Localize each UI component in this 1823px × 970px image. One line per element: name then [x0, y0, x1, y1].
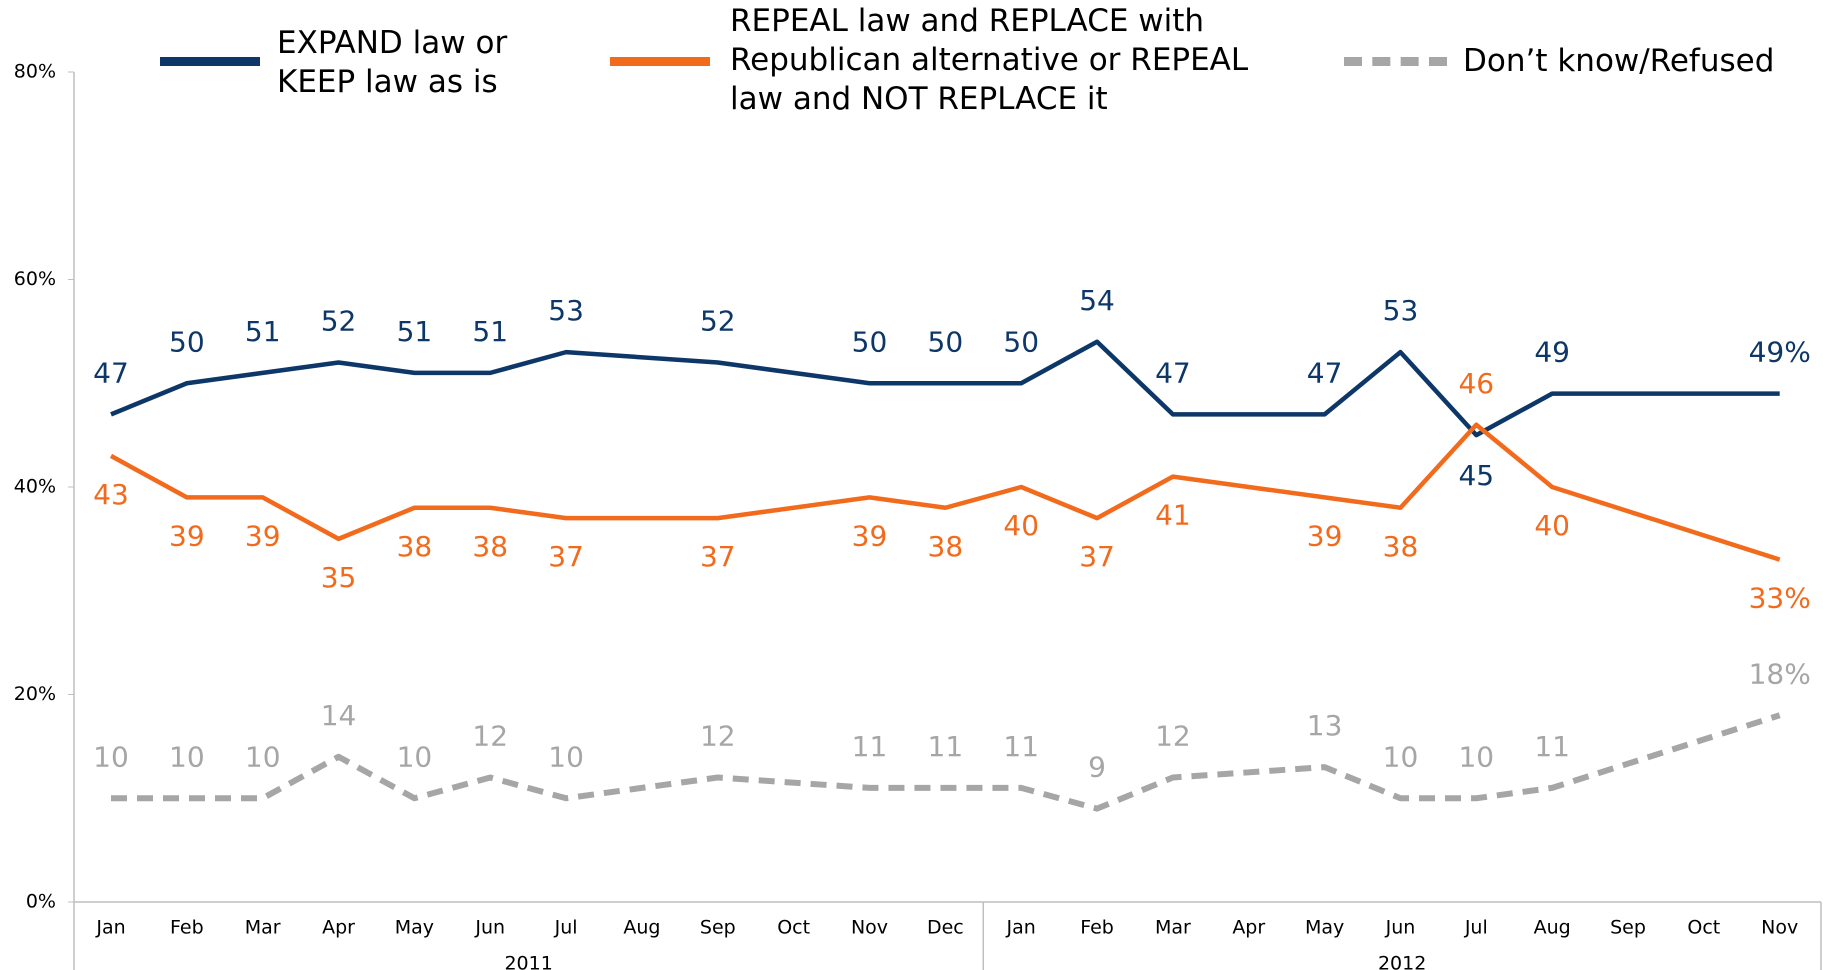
data-label: 33% [1749, 582, 1811, 615]
x-tick-label: Nov [851, 917, 888, 939]
data-label: 13 [1307, 709, 1343, 742]
data-label: 39 [169, 519, 205, 552]
data-label: 51 [472, 315, 508, 348]
data-label: 47 [1155, 356, 1191, 389]
y-tick-label: 80% [14, 61, 56, 83]
x-tick-label: Jan [1006, 917, 1036, 939]
data-label: 9 [1088, 751, 1106, 784]
data-label: 11 [852, 730, 888, 763]
data-label: 52 [700, 305, 736, 338]
data-label: 50 [169, 325, 205, 358]
data-label: 39 [852, 519, 888, 552]
data-label: 45 [1458, 459, 1494, 492]
year-label: 2011 [504, 953, 552, 970]
data-label: 10 [1458, 740, 1494, 773]
y-tick-label: 40% [14, 476, 56, 498]
data-label: 53 [548, 294, 584, 327]
x-tick-label: May [395, 917, 434, 939]
x-tick-label: Aug [1534, 917, 1571, 939]
x-tick-label: Sep [1610, 917, 1646, 939]
data-label: 47 [1307, 356, 1343, 389]
x-tick-label: Jul [554, 917, 578, 939]
series-line [109, 422, 1781, 562]
data-label: 38 [397, 530, 433, 563]
legend-label: Don’t know/Refused [1463, 43, 1775, 79]
data-label: 37 [700, 540, 736, 573]
x-tick-label: Apr [1232, 917, 1265, 939]
data-label: 12 [700, 720, 736, 753]
data-label: 49% [1749, 336, 1811, 369]
x-tick-label: Feb [1080, 917, 1114, 939]
data-label: 39 [1307, 519, 1343, 552]
data-label: 50 [852, 325, 888, 358]
x-tick-label: Oct [1687, 917, 1720, 939]
x-tick-label: Feb [170, 917, 204, 939]
data-label: 12 [472, 720, 508, 753]
data-label: 43 [93, 478, 129, 511]
data-label: 50 [928, 325, 964, 358]
x-tick-label: Aug [623, 917, 660, 939]
data-label: 38 [1383, 530, 1419, 563]
data-label: 10 [93, 740, 129, 773]
data-label: 39 [245, 519, 281, 552]
x-tick-label: Dec [927, 917, 964, 939]
data-label: 52 [321, 305, 357, 338]
data-label: 38 [928, 530, 964, 563]
data-label: 18% [1749, 657, 1811, 690]
x-tick-label: Nov [1761, 917, 1798, 939]
data-label: 11 [1534, 730, 1570, 763]
data-label: 53 [1383, 294, 1419, 327]
data-label: 40 [1003, 509, 1039, 542]
x-tick-label: Sep [700, 917, 736, 939]
data-label: 10 [548, 740, 584, 773]
legend-swatch [610, 57, 710, 66]
data-label: 38 [472, 530, 508, 563]
legend-swatch [1344, 57, 1447, 66]
data-label: 14 [321, 699, 357, 732]
data-label: 50 [1003, 325, 1039, 358]
data-label: 10 [397, 740, 433, 773]
data-label: 37 [548, 540, 584, 573]
year-label: 2012 [1378, 953, 1426, 970]
data-label: 47 [93, 356, 129, 389]
data-label: 10 [1383, 740, 1419, 773]
data-label: 12 [1155, 720, 1191, 753]
x-tick-label: Oct [777, 917, 810, 939]
x-tick-label: Jun [474, 917, 505, 939]
y-tick-label: 60% [14, 268, 56, 290]
data-label: 40 [1534, 509, 1570, 542]
x-tick-label: Mar [1155, 917, 1191, 939]
data-label: 35 [321, 561, 357, 594]
data-label: 10 [245, 740, 281, 773]
x-tick-label: Jun [1385, 917, 1416, 939]
legend-label: EXPAND law or KEEP law as is [277, 25, 508, 100]
data-label: 51 [397, 315, 433, 348]
data-label: 11 [928, 730, 964, 763]
data-label: 37 [1079, 540, 1115, 573]
data-label: 11 [1003, 730, 1039, 763]
x-tick-label: May [1305, 917, 1344, 939]
series-line [111, 712, 1781, 812]
x-tick-label: Jul [1464, 917, 1488, 939]
x-tick-label: Jan [95, 917, 125, 939]
x-tick-label: Apr [322, 917, 355, 939]
data-label: 41 [1155, 499, 1191, 532]
legend-label: REPEAL law and REPLACE with Republican a… [730, 3, 1249, 117]
data-label: 46 [1458, 367, 1494, 400]
series-line [110, 339, 1780, 438]
y-tick-label: 20% [14, 683, 56, 705]
y-tick-label: 0% [26, 891, 56, 913]
legend-swatch [160, 57, 260, 66]
data-label: 54 [1079, 284, 1115, 317]
data-label: 10 [169, 740, 205, 773]
data-label: 49 [1534, 336, 1570, 369]
data-label: 51 [245, 315, 281, 348]
x-tick-label: Mar [245, 917, 281, 939]
